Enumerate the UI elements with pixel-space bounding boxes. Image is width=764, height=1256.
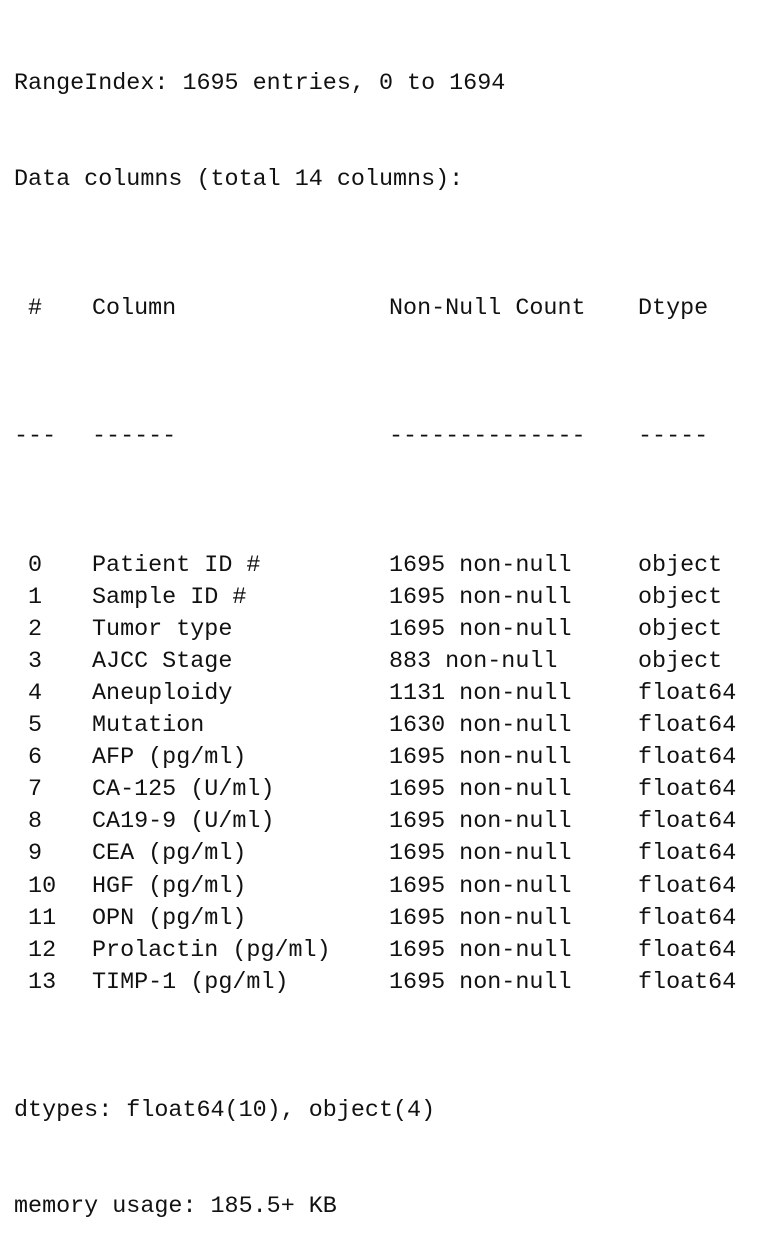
row-dtype: object bbox=[638, 616, 723, 643]
row-index: 6 bbox=[14, 745, 43, 772]
row-column-name: Prolactin (pg/ml) bbox=[92, 937, 331, 964]
row-non-null-count: 1695 non-null bbox=[389, 905, 572, 932]
row-non-null-count: 1695 non-null bbox=[389, 937, 572, 964]
row-column-name: Aneuploidy bbox=[92, 680, 233, 707]
row-column-name: Sample ID # bbox=[92, 584, 247, 611]
row-non-null-count: 883 non-null bbox=[389, 648, 558, 675]
row-dtype: float64 bbox=[638, 937, 737, 964]
separator-column: ------ bbox=[92, 424, 177, 451]
table-row: 11 OPN (pg/ml) 1695 non-null float64 bbox=[14, 903, 764, 935]
row-column-name: Mutation bbox=[92, 713, 205, 740]
header-dtype: Dtype bbox=[638, 295, 709, 322]
row-dtype: float64 bbox=[638, 969, 737, 996]
row-index: 8 bbox=[14, 809, 43, 836]
table-header-row: # Column Non-Null Count Dtype bbox=[14, 293, 764, 325]
range-index-line: RangeIndex: 1695 entries, 0 to 1694 bbox=[14, 71, 506, 98]
row-index: 10 bbox=[14, 873, 57, 900]
table-row: 4 Aneuploidy 1131 non-null float64 bbox=[14, 678, 764, 710]
header-index: # bbox=[14, 295, 43, 322]
row-dtype: float64 bbox=[638, 777, 737, 804]
table-row: 0 Patient ID # 1695 non-null object bbox=[14, 550, 764, 582]
row-dtype: object bbox=[638, 584, 723, 611]
row-non-null-count: 1695 non-null bbox=[389, 616, 572, 643]
row-column-name: OPN (pg/ml) bbox=[92, 905, 247, 932]
row-index: 0 bbox=[14, 552, 43, 579]
row-dtype: object bbox=[638, 552, 723, 579]
row-dtype: float64 bbox=[638, 873, 737, 900]
row-dtype: float64 bbox=[638, 713, 737, 740]
row-dtype: float64 bbox=[638, 905, 737, 932]
row-column-name: Patient ID # bbox=[92, 552, 261, 579]
table-body: 0 Patient ID # 1695 non-null object 1 Sample… bbox=[14, 550, 764, 999]
row-non-null-count: 1695 non-null bbox=[389, 777, 572, 804]
table-row: 2 Tumor type 1695 non-null object bbox=[14, 614, 764, 646]
row-index: 3 bbox=[14, 648, 43, 675]
table-separator-row: --- ------ -------------- ----- bbox=[14, 421, 764, 453]
row-non-null-count: 1131 non-null bbox=[389, 680, 572, 707]
memory-usage-line: memory usage: 185.5+ KB bbox=[14, 1194, 337, 1221]
table-row: 9 CEA (pg/ml) 1695 non-null float64 bbox=[14, 838, 764, 870]
row-index: 13 bbox=[14, 969, 57, 996]
row-dtype: float64 bbox=[638, 809, 737, 836]
table-row: 1 Sample ID # 1695 non-null object bbox=[14, 582, 764, 614]
separator-non-null: -------------- bbox=[389, 424, 586, 451]
row-non-null-count: 1695 non-null bbox=[389, 873, 572, 900]
separator-dtype: ----- bbox=[638, 424, 709, 451]
row-index: 9 bbox=[14, 841, 43, 868]
table-row: 13 TIMP-1 (pg/ml) 1695 non-null float64 bbox=[14, 967, 764, 999]
table-row: 3 AJCC Stage 883 non-null object bbox=[14, 646, 764, 678]
row-index: 11 bbox=[14, 905, 57, 932]
row-non-null-count: 1695 non-null bbox=[389, 584, 572, 611]
row-column-name: CEA (pg/ml) bbox=[92, 841, 247, 868]
row-non-null-count: 1695 non-null bbox=[389, 841, 572, 868]
row-index: 2 bbox=[14, 616, 43, 643]
table-row: 12 Prolactin (pg/ml) 1695 non-null float64 bbox=[14, 935, 764, 967]
row-index: 12 bbox=[14, 937, 57, 964]
dtypes-line: dtypes: float64(10), object(4) bbox=[14, 1098, 436, 1125]
row-column-name: AFP (pg/ml) bbox=[92, 745, 247, 772]
row-column-name: TIMP-1 (pg/ml) bbox=[92, 969, 289, 996]
row-column-name: CA19-9 (U/ml) bbox=[92, 809, 275, 836]
row-non-null-count: 1695 non-null bbox=[389, 745, 572, 772]
data-columns-line: Data columns (total 14 columns): bbox=[14, 167, 464, 194]
row-dtype: float64 bbox=[638, 841, 737, 868]
table-row: 6 AFP (pg/ml) 1695 non-null float64 bbox=[14, 742, 764, 774]
row-index: 4 bbox=[14, 680, 43, 707]
row-dtype: object bbox=[638, 648, 723, 675]
row-dtype: float64 bbox=[638, 745, 737, 772]
row-non-null-count: 1695 non-null bbox=[389, 809, 572, 836]
table-row: 7 CA-125 (U/ml) 1695 non-null float64 bbox=[14, 774, 764, 806]
row-column-name: HGF (pg/ml) bbox=[92, 873, 247, 900]
row-non-null-count: 1630 non-null bbox=[389, 713, 572, 740]
row-index: 5 bbox=[14, 713, 43, 740]
table-row: 8 CA19-9 (U/ml) 1695 non-null float64 bbox=[14, 806, 764, 838]
row-column-name: Tumor type bbox=[92, 616, 233, 643]
row-non-null-count: 1695 non-null bbox=[389, 969, 572, 996]
row-non-null-count: 1695 non-null bbox=[389, 552, 572, 579]
row-dtype: float64 bbox=[638, 680, 737, 707]
header-column: Column bbox=[92, 295, 177, 322]
row-index: 7 bbox=[14, 777, 43, 804]
row-column-name: AJCC Stage bbox=[92, 648, 233, 675]
row-index: 1 bbox=[14, 584, 43, 611]
header-non-null: Non-Null Count bbox=[389, 295, 586, 322]
separator-index: --- bbox=[14, 424, 57, 451]
row-column-name: CA-125 (U/ml) bbox=[92, 777, 275, 804]
table-row: 10 HGF (pg/ml) 1695 non-null float64 bbox=[14, 871, 764, 903]
table-row: 5 Mutation 1630 non-null float64 bbox=[14, 710, 764, 742]
